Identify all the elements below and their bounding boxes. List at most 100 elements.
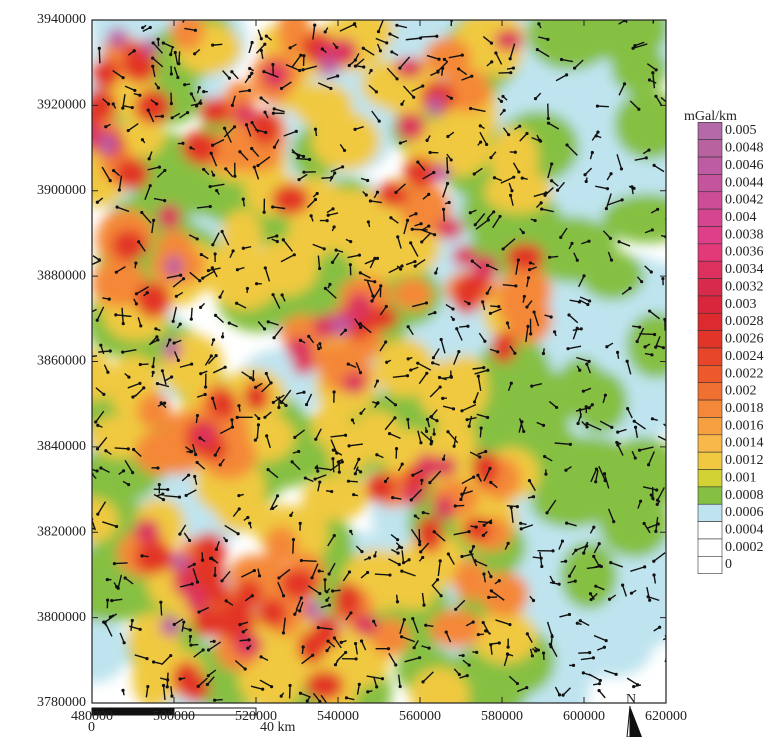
vector-head	[189, 146, 192, 149]
vector-head	[354, 65, 357, 68]
vector-head	[468, 425, 471, 428]
vector-head	[349, 240, 352, 243]
vector-head	[517, 170, 520, 173]
vector-head	[384, 340, 387, 343]
vector-head	[156, 338, 159, 341]
vector-head	[605, 207, 608, 210]
vector-head	[529, 261, 532, 264]
vector-head	[177, 359, 180, 362]
vector-head	[375, 685, 378, 688]
vector-head	[300, 559, 303, 562]
vector-head	[419, 222, 422, 225]
vector-head	[277, 406, 280, 409]
vector-head	[400, 103, 403, 106]
vector-head	[250, 72, 253, 75]
field-blob	[305, 671, 343, 701]
vector-head	[195, 104, 198, 107]
vector-head	[318, 480, 321, 483]
vector-head	[470, 75, 473, 78]
vector-head	[572, 664, 575, 667]
vector-head	[215, 189, 218, 192]
vector-head	[626, 407, 629, 410]
vector-head	[396, 538, 399, 541]
vector	[115, 448, 129, 449]
vector-head	[365, 193, 368, 196]
vector-head	[416, 362, 419, 365]
vector-head	[419, 441, 422, 444]
vector-head	[530, 385, 533, 388]
vector-head	[447, 552, 450, 555]
vector-head	[211, 44, 214, 47]
vector-head	[210, 152, 213, 155]
field-blob	[91, 59, 120, 88]
vector-head	[280, 695, 283, 698]
vector-head	[169, 53, 172, 56]
vector-head	[422, 603, 425, 606]
vector-head	[96, 201, 99, 204]
colorbar-swatch	[698, 174, 722, 191]
vector-head	[532, 495, 535, 498]
vector-head	[544, 473, 547, 476]
vector-head	[305, 403, 308, 406]
vector-head	[207, 648, 210, 651]
vector-head	[293, 436, 296, 439]
vector-head	[507, 542, 510, 545]
colorbar-swatch	[698, 383, 722, 400]
vector-head	[318, 569, 321, 572]
vector-head	[522, 231, 525, 234]
vector-head	[314, 198, 317, 201]
vector-head	[550, 162, 553, 165]
vector-head	[260, 655, 263, 658]
vector-head	[318, 267, 321, 270]
vector-head	[480, 427, 483, 430]
vector-head	[518, 125, 521, 128]
vector-head	[522, 430, 525, 433]
y-tick-label: 3780000	[37, 695, 86, 710]
vector-head	[233, 175, 236, 178]
vector-head	[551, 549, 554, 552]
vector-head	[310, 214, 313, 217]
vector-head	[566, 347, 569, 350]
vector-head	[228, 76, 231, 79]
vector-head	[398, 563, 401, 566]
vector-head	[156, 382, 159, 385]
vector-head	[538, 139, 541, 142]
vector-head	[558, 693, 561, 696]
north-label: N	[626, 692, 636, 707]
vector-head	[411, 228, 414, 231]
vector-head	[211, 266, 214, 269]
vector-head	[318, 592, 321, 595]
vector-head	[632, 685, 635, 688]
vector-head	[579, 619, 582, 622]
vector-head	[616, 351, 619, 354]
vector-head	[213, 574, 216, 577]
vector-head	[655, 68, 658, 71]
vector-head	[506, 652, 509, 655]
vector-head	[198, 86, 201, 89]
vector-head	[282, 238, 285, 241]
vector-head	[190, 318, 193, 321]
vector-head	[265, 372, 268, 375]
vector-head	[475, 651, 478, 654]
vector-head	[134, 262, 137, 265]
vector-head	[526, 632, 529, 635]
vector-head	[204, 385, 207, 388]
field-blob	[318, 57, 339, 77]
vector-head	[655, 488, 658, 491]
vector-head	[537, 22, 540, 25]
vector-head	[473, 400, 476, 403]
colorbar-label: 0.0028	[725, 314, 764, 329]
vector-head	[270, 685, 273, 688]
vector-head	[301, 68, 304, 71]
vector-head	[359, 326, 362, 329]
vector-head	[648, 599, 651, 602]
vector-head	[236, 416, 239, 419]
vector-head	[262, 70, 265, 73]
vector-head	[161, 369, 164, 372]
vector-head	[580, 327, 583, 330]
colorbar-label: 0.0038	[725, 227, 764, 242]
field-blob	[427, 95, 444, 116]
vector-head	[419, 550, 422, 553]
field-blob	[136, 282, 171, 319]
vector-head	[509, 194, 512, 197]
